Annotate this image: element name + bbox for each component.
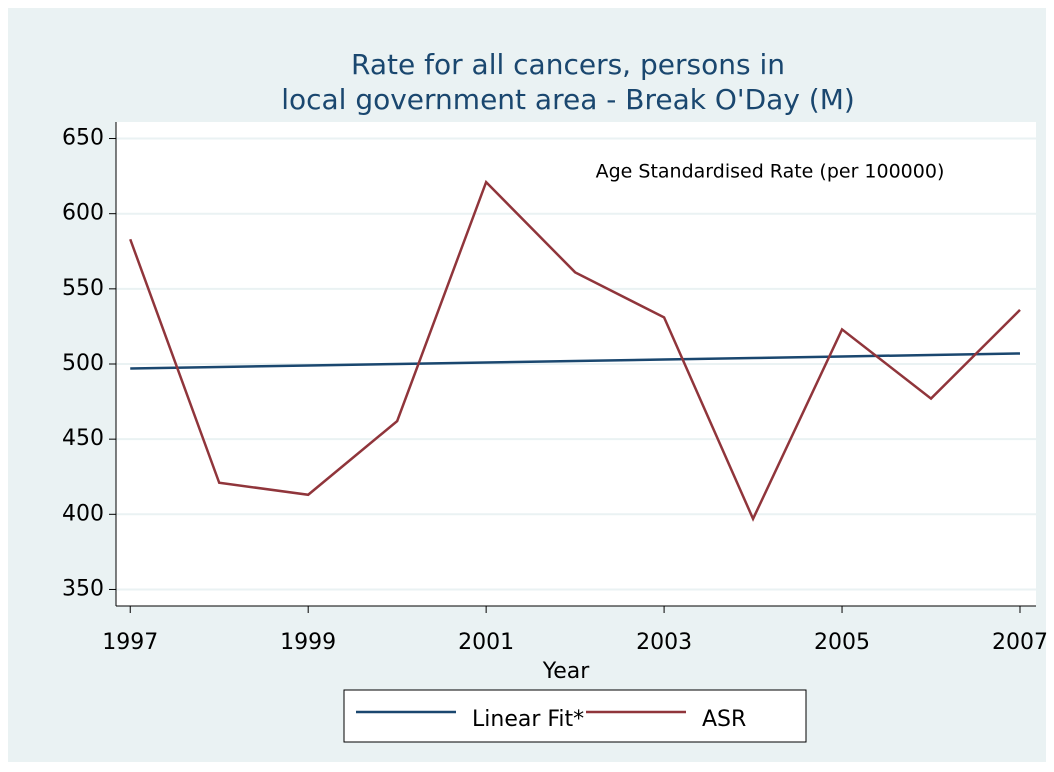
y-tick-label: 450 (62, 426, 104, 451)
y-tick-label: 650 (62, 126, 104, 151)
y-tick-label: 550 (62, 276, 104, 301)
line-series (130, 352, 1021, 370)
x-tick-label: 2003 (636, 630, 692, 655)
x-tick-label: 2005 (814, 630, 870, 655)
legend-label: ASR (702, 707, 746, 732)
chart-title: Rate for all cancers, persons in (351, 48, 785, 81)
y-tick-label: 400 (62, 501, 104, 526)
annotation: Age Standardised Rate (per 100000) (596, 161, 945, 183)
x-tick-label: 1997 (102, 630, 158, 655)
y-tick-label: 350 (62, 576, 104, 601)
chart-title: local government area - Break O'Day (M) (281, 83, 855, 116)
y-tick-label: 500 (62, 351, 104, 376)
y-tick-label: 600 (62, 201, 104, 226)
legend (343, 689, 807, 743)
legend-label: Linear Fit* (472, 707, 584, 732)
x-tick-label: 2001 (458, 630, 514, 655)
x-tick-label: 2007 (992, 630, 1048, 655)
x-axis-label: Year (542, 659, 591, 684)
x-tick-label: 1999 (280, 630, 336, 655)
line-series (129, 179, 1021, 522)
